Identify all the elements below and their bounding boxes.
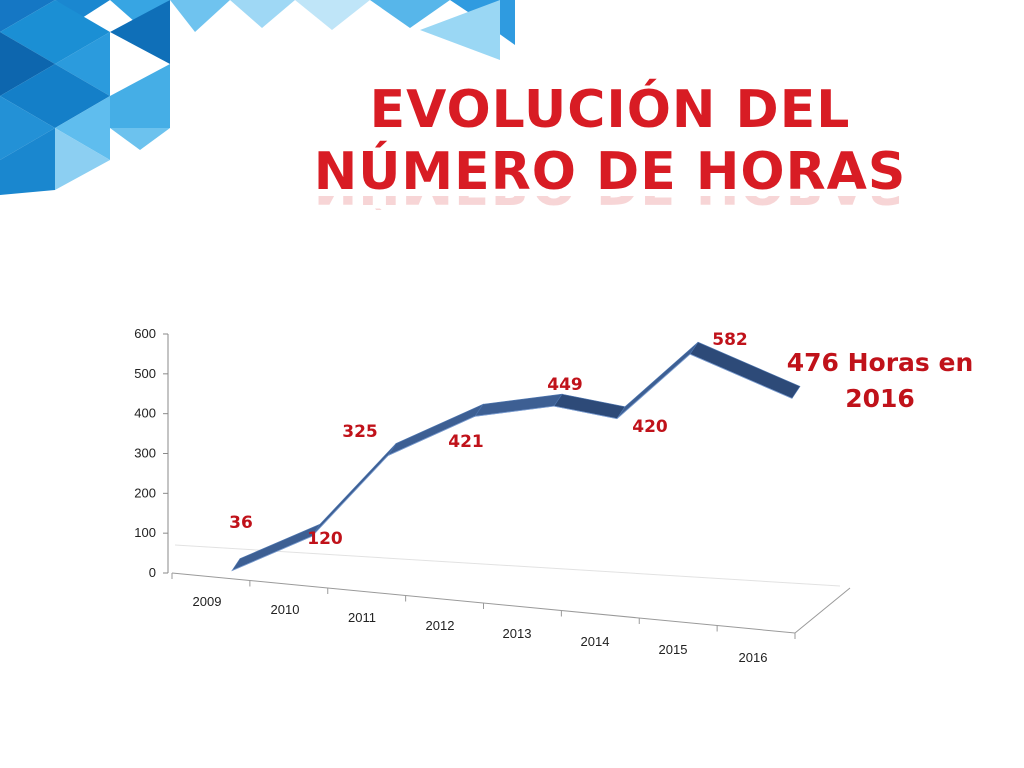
slide-title-line-2: NÚMERO DE HORAS NÚMERO DE HORAS (300, 146, 920, 210)
data-label: 36 (229, 513, 253, 533)
y-tick-label: 500 (134, 366, 156, 381)
y-tick-label: 600 (134, 326, 156, 341)
title-text-2: NÚMERO DE HORAS (313, 142, 907, 202)
ribbon-edge (616, 353, 691, 419)
data-label: 420 (632, 417, 668, 437)
x-tick-label: 2011 (348, 610, 376, 625)
y-tick-label: 200 (134, 485, 156, 500)
annotation-line-1: 476 Horas en (786, 348, 974, 377)
ribbon-edge (387, 415, 476, 456)
x-tick-label: 2016 (739, 650, 768, 665)
ribbon-edge (553, 405, 618, 420)
ribbon-edge (474, 405, 555, 417)
y-tick-label: 300 (134, 446, 156, 461)
title-text-1: EVOLUCIÓN DEL (369, 80, 851, 140)
x-tick-label: 2012 (426, 618, 455, 633)
data-label: 421 (448, 432, 484, 452)
x-tick-label: 2014 (581, 634, 610, 649)
ribbon-edge (311, 455, 389, 537)
ribbon-segment (616, 341, 699, 419)
data-label: 325 (342, 422, 378, 442)
y-tick-label: 400 (134, 406, 156, 421)
slide-title-line-1: EVOLUCIÓN DEL (300, 84, 920, 136)
annotation-line-2: 2016 (845, 384, 915, 414)
decorative-triangles (0, 0, 515, 195)
ribbon-segment (553, 393, 626, 420)
ribbon-edge (231, 535, 313, 572)
annotation-2016: 476 Horas en 2016 (780, 345, 980, 418)
back-floor-line (174, 544, 841, 587)
x-tick-label: 2015 (659, 642, 688, 657)
y-tick-label: 0 (149, 565, 156, 580)
y-tick-label: 100 (134, 525, 156, 540)
x-tick-label: 2013 (503, 626, 532, 641)
data-label: 449 (547, 375, 583, 395)
data-label: 582 (712, 330, 748, 350)
data-label: 120 (307, 529, 343, 549)
ribbon-edge (689, 353, 793, 399)
x-tick-label: 2010 (271, 602, 300, 617)
ribbon-segment (474, 393, 563, 417)
x-tick-label: 2009 (193, 594, 222, 609)
